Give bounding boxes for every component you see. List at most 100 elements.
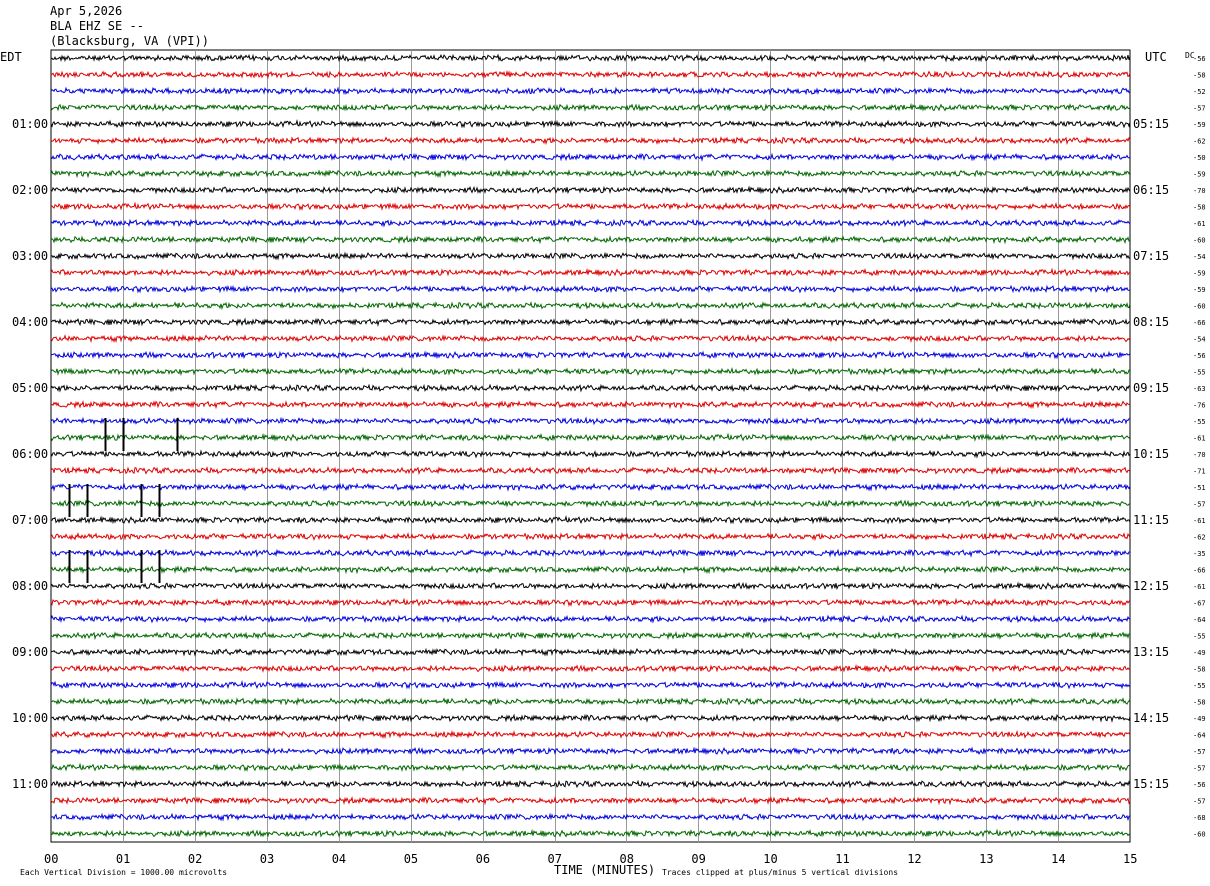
x-tick-label: 13	[979, 852, 993, 866]
trace-row-33	[50, 597, 1131, 607]
x-axis-title: TIME (MINUTES)	[554, 863, 655, 877]
dc-offset-label: -61	[1193, 583, 1206, 591]
trace-row-45	[50, 795, 1131, 806]
dc-offset-label: -62	[1193, 534, 1206, 542]
dc-offset-label: -59	[1193, 121, 1206, 129]
right-hour-label: 10:15	[1133, 447, 1169, 461]
trace-row-40	[50, 713, 1131, 723]
left-hour-label: 01:00	[12, 117, 48, 131]
dc-offset-label: -70	[1193, 187, 1206, 195]
x-tick-label: 00	[44, 852, 58, 866]
clip-note: Traces clipped at plus/minus 5 vertical …	[662, 868, 898, 877]
trace-row-39	[50, 697, 1131, 707]
trace-row-35	[50, 630, 1131, 641]
trace-row-19	[50, 366, 1131, 376]
dc-offset-label: -71	[1193, 468, 1206, 476]
dc-offset-label: -55	[1193, 682, 1206, 690]
x-tick-label: 14	[1051, 852, 1065, 866]
right-hour-label: 06:15	[1133, 183, 1169, 197]
dc-offset-label: -58	[1193, 72, 1206, 80]
x-tick-label: 06	[476, 852, 490, 866]
dc-offset-label: -64	[1193, 616, 1206, 624]
right-hour-label: 12:15	[1133, 579, 1169, 593]
left-hour-label: 06:00	[12, 447, 48, 461]
dc-offset-label: -62	[1193, 138, 1206, 146]
right-hour-label: 08:15	[1133, 315, 1169, 329]
x-tick-label: 05	[404, 852, 418, 866]
trace-row-42	[50, 746, 1131, 756]
x-tick-label: 12	[907, 852, 921, 866]
dc-offset-label: -68	[1193, 814, 1206, 822]
trace-row-20	[50, 383, 1131, 393]
left-hour-label: 03:00	[12, 249, 48, 263]
right-timezone-label: UTC	[1145, 50, 1167, 64]
trace-row-18	[50, 350, 1131, 360]
dc-offset-label: -50	[1193, 154, 1206, 162]
dc-offset-label: -76	[1193, 402, 1206, 410]
trace-row-5	[50, 136, 1131, 146]
dc-offset-label: -49	[1193, 649, 1206, 657]
right-hour-label: 14:15	[1133, 711, 1169, 725]
plot-frame	[50, 49, 1131, 843]
right-hour-label: 09:15	[1133, 381, 1169, 395]
dc-offset-label: -51	[1193, 484, 1206, 492]
x-tick-label: 03	[260, 852, 274, 866]
trace-row-7	[50, 168, 1131, 179]
header-location: (Blacksburg, VA (VPI))	[50, 34, 209, 48]
x-tick-label: 07	[548, 852, 562, 866]
dc-offset-label: -61	[1193, 517, 1206, 525]
dc-offset-label: -64	[1193, 732, 1206, 740]
trace-row-8	[50, 185, 1131, 195]
trace-row-29	[50, 531, 1131, 542]
trace-row-16	[50, 317, 1130, 327]
dc-header-label: DC	[1185, 51, 1195, 60]
trace-row-31	[50, 564, 1131, 575]
x-tick-label: 10	[763, 852, 777, 866]
dc-offset-label: -35	[1193, 550, 1206, 558]
dc-offset-label: -67	[1193, 600, 1206, 608]
spike-marks	[68, 418, 179, 583]
dc-offset-label: -59	[1193, 286, 1206, 294]
dc-offset-label: -61	[1193, 435, 1206, 443]
dc-offset-label: -60	[1193, 303, 1206, 311]
header-station: BLA EHZ SE --	[50, 19, 144, 33]
x-tick-label: 11	[835, 852, 849, 866]
dc-offset-label: -60	[1193, 237, 1206, 245]
dc-offset-label: -57	[1193, 798, 1206, 806]
left-hour-label: 11:00	[12, 777, 48, 791]
trace-row-30	[50, 548, 1131, 558]
trace-row-46	[51, 812, 1131, 822]
dc-offset-label: -58	[1193, 699, 1206, 707]
trace-row-21	[50, 399, 1131, 410]
left-hour-label: 09:00	[12, 645, 48, 659]
dc-offset-label: -59	[1193, 171, 1206, 179]
dc-offset-label: -57	[1193, 748, 1206, 756]
dc-offset-label: -59	[1193, 270, 1206, 278]
trace-row-24	[50, 449, 1131, 459]
dc-offset-label: -58	[1193, 666, 1206, 674]
dc-offset-label: -57	[1193, 105, 1206, 113]
dc-offset-label: -57	[1193, 765, 1206, 773]
trace-row-34	[50, 614, 1131, 624]
header-date: Apr 5,2026	[50, 4, 123, 18]
dc-offset-label: -70	[1193, 451, 1206, 459]
time-gridlines	[50, 49, 1131, 843]
trace-row-28	[50, 515, 1131, 525]
trace-row-27	[50, 498, 1131, 509]
dc-offset-label: -60	[1193, 831, 1206, 839]
right-hour-label: 05:15	[1133, 117, 1169, 131]
trace-row-41	[50, 729, 1131, 740]
trace-row-11	[50, 234, 1131, 245]
trace-row-36	[50, 647, 1131, 657]
dc-offset-label: -49	[1193, 715, 1206, 723]
dc-offset-label: -54	[1193, 336, 1206, 344]
dc-offset-label: -56	[1193, 781, 1206, 789]
trace-row-1	[50, 69, 1131, 80]
dc-offset-label: -58	[1193, 204, 1206, 212]
trace-row-32	[50, 581, 1131, 591]
axis-labels: -56 -58 -52 -57 -59 -62 -50 -59 -70 -58 -61 -60 -54 -…	[12, 55, 1206, 866]
trace-row-12	[50, 251, 1131, 261]
trace-row-10	[50, 218, 1131, 228]
trace-row-9	[50, 201, 1131, 211]
